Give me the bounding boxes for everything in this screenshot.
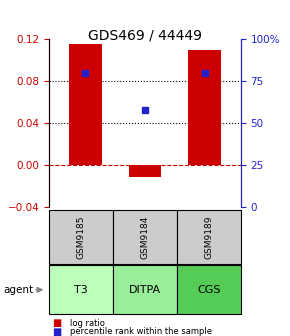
Text: GSM9185: GSM9185: [77, 215, 86, 259]
Text: percentile rank within the sample: percentile rank within the sample: [70, 328, 212, 336]
Text: ■: ■: [52, 327, 61, 336]
Text: DITPA: DITPA: [129, 285, 161, 295]
Text: ■: ■: [52, 318, 61, 328]
Text: GDS469 / 44449: GDS469 / 44449: [88, 29, 202, 43]
Bar: [128, 165, 162, 177]
Text: log ratio: log ratio: [70, 319, 104, 328]
Bar: [69, 44, 101, 165]
Text: agent: agent: [3, 285, 33, 295]
Text: GSM9184: GSM9184: [140, 215, 150, 259]
Text: CGS: CGS: [197, 285, 221, 295]
Text: GSM9189: GSM9189: [204, 215, 213, 259]
Bar: [188, 50, 221, 165]
Text: T3: T3: [74, 285, 88, 295]
